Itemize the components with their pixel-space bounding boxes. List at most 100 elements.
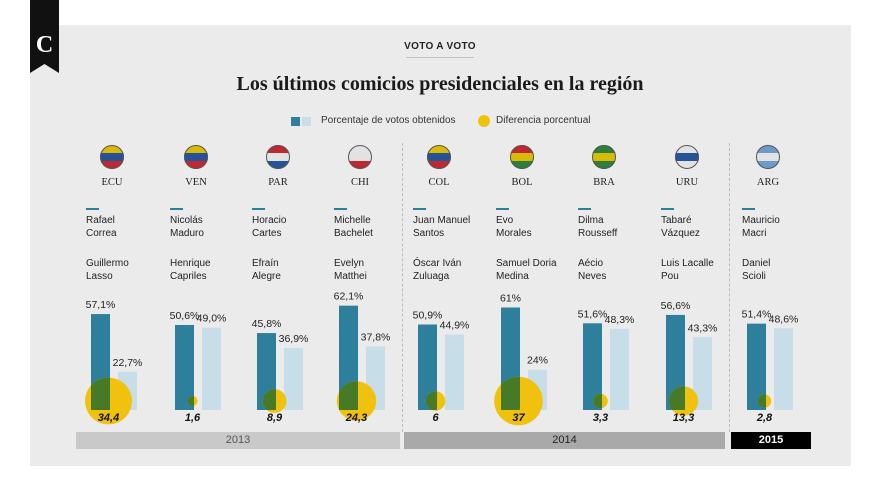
winner-name: Nicolás Maduro <box>170 214 250 240</box>
difference-overlap <box>501 376 520 410</box>
country-label-par: PAR <box>268 177 288 188</box>
legend-diff-swatch <box>478 115 490 127</box>
country-label-bra: BRA <box>593 177 615 188</box>
flag-icon-ven <box>184 145 208 169</box>
winner-bar-bra <box>583 323 602 410</box>
difference-value-label: 3,3 <box>593 412 608 424</box>
flag-icon-par <box>266 145 290 169</box>
country-label-col: COL <box>428 177 450 188</box>
candidate-dash <box>413 208 426 210</box>
winner-name: Rafael Correa <box>86 214 166 240</box>
runner-up-name-line: Matthei <box>334 271 367 282</box>
country-label-ecu: ECU <box>101 177 123 188</box>
runner-up-name: Guillermo Lasso <box>86 257 166 283</box>
winner-value-label: 57,1% <box>86 299 116 311</box>
runner-up-name: Evelyn Matthei <box>334 257 414 283</box>
winner-name-line: Evo <box>496 215 514 226</box>
winner-bar-col <box>418 324 437 410</box>
runner-up-name-line: Efraín <box>252 258 279 269</box>
runner-up-name-line: Alegre <box>252 271 281 282</box>
runner-up-bar-par <box>284 348 303 410</box>
runner-up-value-label: 36,9% <box>279 333 309 345</box>
winner-name-line: Horacio <box>252 215 287 226</box>
difference-value-label: 13,3 <box>673 412 694 424</box>
difference-value-label: 24,3 <box>345 412 367 424</box>
country-label-chi: CHI <box>350 177 370 188</box>
legend-runnerup-swatch <box>302 117 311 126</box>
difference-value-label: 34,4 <box>98 412 119 424</box>
winner-name-line: Maduro <box>170 228 204 239</box>
winner-name-line: Tabaré <box>661 215 692 226</box>
runner-up-name: Aécio Neves <box>578 257 658 283</box>
runner-up-name-line: Zuluaga <box>413 271 450 282</box>
winner-value-label: 50,9% <box>413 309 443 321</box>
country-label-arg: ARG <box>756 177 780 188</box>
runner-up-bar-bra <box>610 328 629 410</box>
kicker-divider <box>406 57 474 58</box>
winner-name-line: Rousseff <box>578 228 618 239</box>
year-bar-2015: 2015 <box>731 432 811 449</box>
winner-name-line: Correa <box>86 228 117 239</box>
runner-up-value-label: 22,7% <box>113 357 143 369</box>
winner-name-line: Mauricio <box>742 215 780 226</box>
runner-up-bar-ven <box>202 327 221 410</box>
winner-name: Mauricio Macri <box>742 214 822 240</box>
candidate-dash <box>334 208 347 210</box>
winner-name: Tabaré Vázquez <box>661 214 741 240</box>
flag-icon-arg <box>756 145 780 169</box>
winner-name: Michelle Bachelet <box>334 214 414 240</box>
flag-icon-bol <box>510 145 534 169</box>
winner-name: Evo Morales <box>496 214 576 240</box>
difference-overlap <box>425 391 437 411</box>
country-label-uru: URU <box>675 177 699 188</box>
runner-up-value-label: 49,0% <box>197 313 227 325</box>
difference-overlap <box>91 377 110 410</box>
chart-title: Los últimos comicios presidenciales en l… <box>236 73 644 95</box>
winner-name-line: Macri <box>742 228 767 239</box>
difference-value-label: 37 <box>512 412 525 424</box>
flag-icon-bra <box>592 145 616 169</box>
winner-name-line: Morales <box>496 228 532 239</box>
winner-bar-ven <box>175 324 194 410</box>
runner-up-name-line: Daniel <box>742 258 771 269</box>
country-label-bol: BOL <box>511 177 533 188</box>
runner-up-name-line: Luis Lacalle <box>661 258 714 269</box>
runner-up-value-label: 48,6% <box>769 313 799 325</box>
svg-text:C: C <box>36 32 53 58</box>
el-comercio-logo-icon: C <box>30 0 59 73</box>
runner-up-name: Óscar Iván Zuluaga <box>413 257 493 283</box>
winner-value-label: 51,6% <box>578 308 608 320</box>
runner-up-value-label: 43,3% <box>688 322 718 334</box>
candidate-dash <box>496 208 509 210</box>
difference-value-label: 6 <box>432 412 439 424</box>
runner-up-name-line: Henrique <box>170 258 211 269</box>
winner-value-label: 61% <box>500 293 521 305</box>
runner-up-name: Efraín Alegre <box>252 257 332 283</box>
chart-panel <box>30 25 851 466</box>
winner-name-line: Vázquez <box>661 228 700 239</box>
runner-up-value-label: 24% <box>527 355 548 367</box>
runner-up-name: Samuel Doria Medina <box>496 257 576 283</box>
candidate-dash <box>170 208 183 210</box>
runner-up-name-line: Aécio <box>578 258 604 269</box>
flag-icon-col <box>427 145 451 169</box>
candidate-dash <box>661 208 674 210</box>
runner-up-name: Luis Lacalle Pou <box>661 257 741 283</box>
runner-up-bar-uru <box>693 337 712 410</box>
winner-name-line: Dilma <box>578 215 604 226</box>
runner-up-name: Henrique Capriles <box>170 257 250 283</box>
flag-icon-ecu <box>100 145 124 169</box>
runner-up-name-line: Evelyn <box>334 258 365 269</box>
runner-up-name-line: Lasso <box>86 271 113 282</box>
difference-overlap <box>668 386 685 410</box>
runner-up-name-line: Medina <box>496 271 529 282</box>
candidate-dash <box>578 208 591 210</box>
candidate-dash <box>86 208 99 210</box>
difference-value-label: 2,8 <box>756 412 773 424</box>
year-divider <box>402 143 403 432</box>
winner-name-line: Santos <box>413 228 445 239</box>
candidate-dash <box>252 208 265 210</box>
runner-up-name-line: Óscar Iván <box>413 258 462 269</box>
winner-bar-arg <box>747 323 766 410</box>
